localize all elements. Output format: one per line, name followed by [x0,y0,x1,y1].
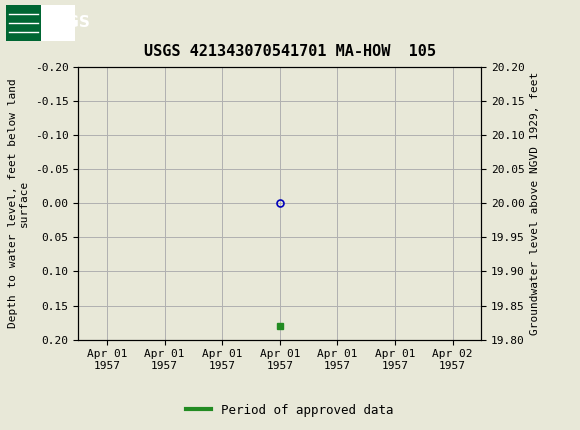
Y-axis label: Depth to water level, feet below land
surface: Depth to water level, feet below land su… [8,78,29,328]
Y-axis label: Groundwater level above NGVD 1929, feet: Groundwater level above NGVD 1929, feet [531,71,541,335]
Bar [6,4,41,41]
Legend: Period of approved data: Period of approved data [181,399,399,421]
Text: USGS: USGS [44,15,90,30]
Text: USGS 421343070541701 MA-HOW  105: USGS 421343070541701 MA-HOW 105 [144,44,436,59]
Bar [6,4,75,41]
